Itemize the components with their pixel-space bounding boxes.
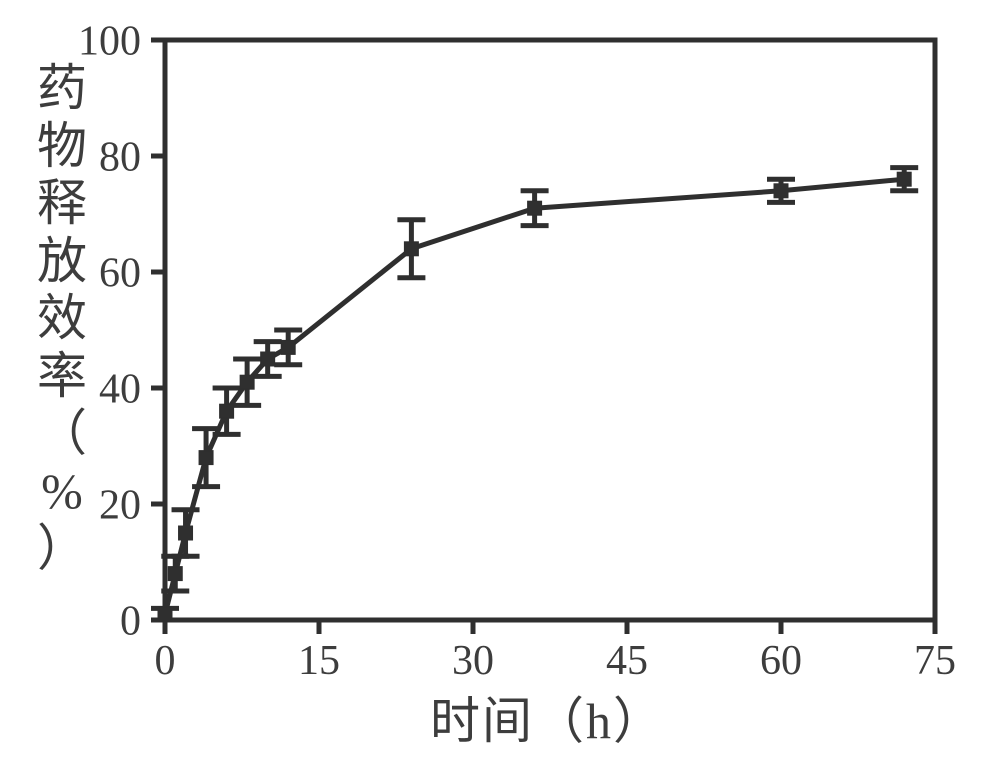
- x-tick-label: 60: [760, 638, 802, 684]
- x-tick-label: 15: [298, 638, 340, 684]
- figure: 药 物 释 放 效 率 （ % ） 时间（h） 01530456075 0204…: [0, 0, 1000, 771]
- y-tick-label: 60: [99, 251, 141, 297]
- y-tick-label: 100: [78, 19, 141, 65]
- x-tick-label: 0: [155, 638, 176, 684]
- x-ticks: 0 15 30 45 60 75: [155, 620, 957, 684]
- data-line: [165, 179, 904, 614]
- y-tick-label: 80: [99, 135, 141, 181]
- x-tick-label: 30: [452, 638, 494, 684]
- data-markers: [158, 172, 911, 621]
- y-ticks: 0 20 40 60 80 100: [78, 19, 165, 645]
- y-tick-label: 20: [99, 483, 141, 529]
- y-tick-label: 40: [99, 367, 141, 413]
- plot-svg: 0 15 30 45 60 75 0 20 40 60 80 100: [0, 0, 1000, 771]
- x-tick-label: 75: [914, 638, 956, 684]
- y-tick-label: 0: [120, 599, 141, 645]
- error-bars: [151, 168, 918, 620]
- x-tick-label: 45: [606, 638, 648, 684]
